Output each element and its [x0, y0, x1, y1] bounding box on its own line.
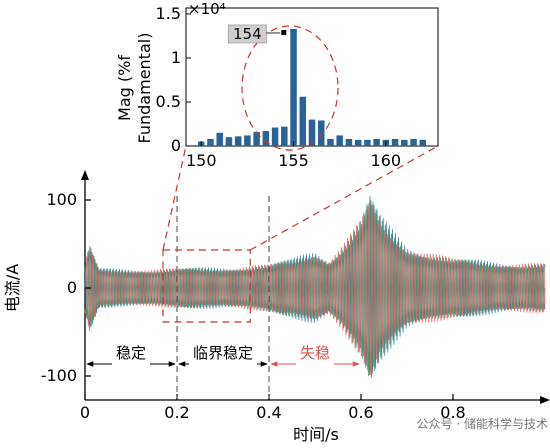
main-y-axis-arrow [81, 170, 89, 180]
region-label: 稳定 [116, 344, 146, 362]
current-traces [84, 195, 546, 378]
main-x-ticks: 0 0.2 0.4 0.6 0.8 [80, 394, 466, 422]
inset-y-tick-label: 0 [171, 136, 181, 155]
main-x-tick-label: 0.4 [256, 403, 281, 422]
peak-highlight-ellipse [241, 25, 339, 151]
spectrum-bar [364, 139, 371, 146]
spectrum-bar [216, 132, 223, 146]
region-label: 失稳 [300, 344, 330, 362]
spectrum-bar [410, 138, 417, 146]
inset-x-tick-label: 155 [278, 151, 309, 170]
spectrum-bars [197, 28, 427, 146]
main-x-axis-label: 时间/s [293, 425, 339, 444]
spectrum-bar [391, 138, 399, 146]
current-trace-1 [84, 195, 546, 378]
spectrum-bar [317, 120, 325, 146]
main-y-ticks: -100 0 100 [41, 190, 91, 385]
main-y-tick-label: -100 [41, 366, 77, 385]
region-label: 临界稳定 [193, 344, 253, 362]
main-y-axis-label: 电流/A [3, 264, 22, 312]
spectrum-bar [244, 135, 251, 146]
peak-annotation: 154 [228, 24, 287, 44]
current-trace-2 [84, 202, 546, 376]
spectrum-bar [271, 127, 279, 146]
region-boundaries [176, 196, 270, 398]
spectrum-bar [327, 138, 334, 146]
inset-y-tick-label: 1.5 [156, 4, 181, 23]
inset-y-axis-label-line2: Fundamental) [135, 33, 154, 144]
main-y-tick-label: 0 [67, 278, 77, 297]
annotation-label: 154 [233, 25, 262, 43]
spectrum-bar [290, 28, 297, 146]
spectrum-bar [281, 126, 288, 146]
zoom-connector-left [162, 145, 187, 251]
spectrum-bar [345, 138, 353, 146]
main-x-tick-label: 0 [80, 403, 90, 422]
spectrum-bar [401, 139, 408, 146]
inset-x-tick-label: 150 [186, 151, 217, 170]
spectrum-bar [253, 131, 260, 146]
inset-spectrum-plot: 150 155 160 0 0.5 1 1.5 ×10⁴ 154 Mag (%f Fund… [115, 0, 439, 170]
spectrum-bar [336, 135, 343, 146]
watermark-text: 公众号 · 储能科学与技术 [417, 416, 548, 431]
zoom-box [162, 249, 251, 323]
spectrum-bar [308, 119, 316, 146]
region-labels: 稳定 临界稳定 失稳 [86, 344, 360, 367]
spectrum-bar [373, 138, 380, 146]
spectrum-bar [262, 131, 270, 146]
inset-y-ticks: 0 0.5 1 1.5 [156, 4, 191, 155]
inset-y-axis-label-line1: Mag (%f [115, 55, 134, 121]
spectrum-bar [225, 137, 233, 146]
spectrum-bar [419, 139, 427, 146]
spectrum-bar [354, 139, 362, 146]
spectrum-bar [234, 136, 242, 146]
annotation-box [228, 24, 267, 44]
main-x-tick-label: 0.6 [348, 403, 373, 422]
main-x-tick-label: 0.2 [164, 403, 189, 422]
main-y-tick-label: 100 [46, 190, 77, 209]
inset-y-tick-label: 0.5 [156, 92, 181, 111]
spectrum-bar [207, 138, 214, 146]
inset-y-exponent: ×10⁴ [188, 0, 226, 18]
spectrum-bar [299, 96, 307, 146]
inset-x-ticks: 150 155 160 [186, 141, 401, 170]
zoom-callout [162, 145, 439, 323]
inset-x-tick-label: 160 [371, 151, 402, 170]
main-x-tick-label: 0.8 [440, 403, 465, 422]
main-x-axis-arrow [540, 396, 550, 404]
inset-y-tick-label: 1 [171, 48, 181, 67]
current-trace-0 [84, 199, 546, 376]
annotation-marker [281, 29, 287, 35]
